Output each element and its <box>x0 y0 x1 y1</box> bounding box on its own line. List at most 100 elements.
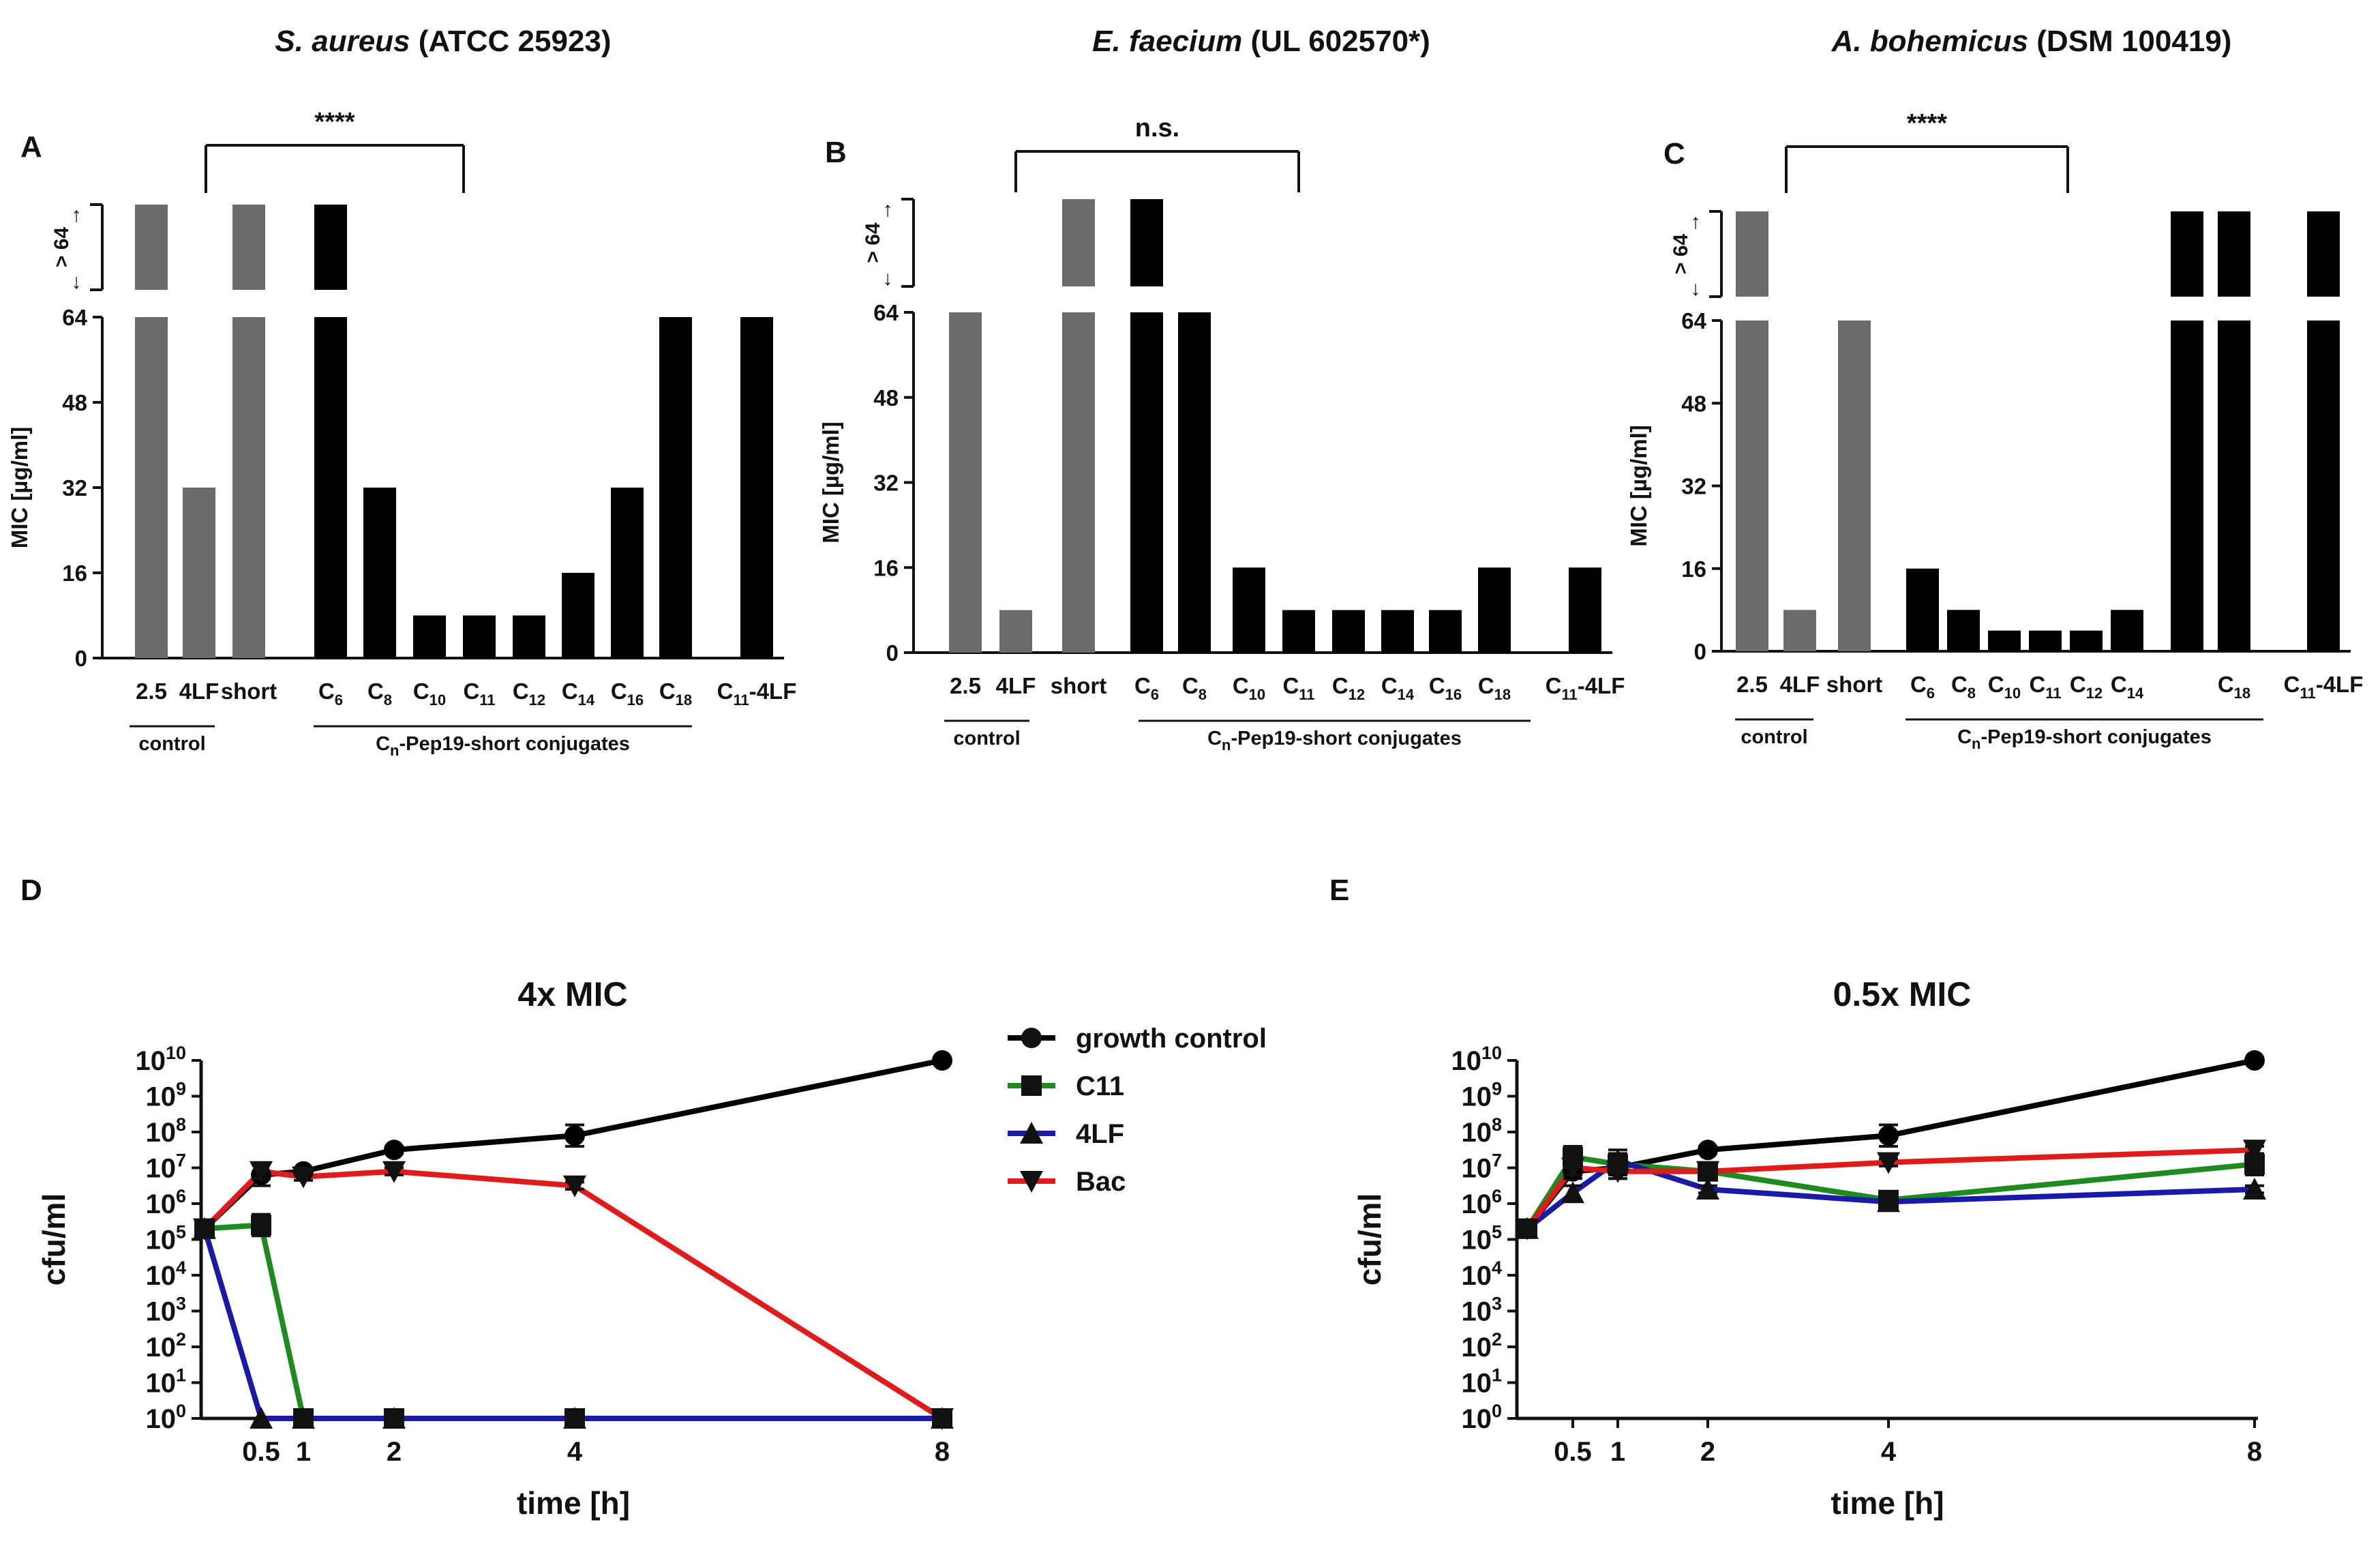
x-tick-label: C12 <box>513 679 545 709</box>
gt64-label: > 64 <box>862 222 884 263</box>
y-tick-label: 105 <box>145 1222 186 1255</box>
bar-2.5-lower <box>135 317 168 658</box>
y-tick-label: 101 <box>1461 1365 1502 1399</box>
x-tick-label: 0.5 <box>1554 1437 1592 1467</box>
x-tick-label: C11 <box>1282 673 1314 703</box>
bar-C11-4LF-lower <box>2307 321 2340 651</box>
point-bac <box>1516 1218 1539 1240</box>
bar-4LF <box>999 610 1032 653</box>
timekill-panel-e: E0.5x MIC1001011021031041051061071081091… <box>1329 874 2266 1521</box>
y-tick-label: 48 <box>62 390 87 415</box>
panel-letter: B <box>825 136 847 169</box>
bar-blank-upper <box>2171 211 2203 297</box>
y-tick-label: 107 <box>1461 1150 1502 1184</box>
series-line-c11 <box>204 1222 942 1421</box>
panel-letter: C <box>1663 137 1685 170</box>
point-bac <box>382 1161 406 1183</box>
y-tick-label: 0 <box>886 640 899 666</box>
bar-blank-lower <box>2171 321 2203 651</box>
y-tick-label: 1010 <box>1451 1043 1502 1076</box>
x-tick-label: C10 <box>413 679 446 709</box>
point-4lf <box>1561 1181 1584 1204</box>
panel-letter: D <box>20 874 42 907</box>
x-tick-label: 2.5 <box>136 679 167 704</box>
x-tick-label: 4LF <box>179 679 220 704</box>
point-4lf <box>1696 1178 1719 1200</box>
bar-2.5-lower <box>1736 321 1768 651</box>
bar-2.5-upper <box>135 205 168 290</box>
x-tick-label: C10 <box>1233 673 1265 703</box>
series-line-4lf <box>202 1227 942 1421</box>
legend-marker <box>1021 1028 1042 1048</box>
point-growth-control <box>1698 1140 1718 1161</box>
bar-C6-upper <box>314 205 347 290</box>
x-tick-label: C11 <box>463 679 495 709</box>
bar-C10 <box>1233 567 1265 653</box>
panel-title: E. faecium (UL 602570*) <box>1092 25 1430 58</box>
legend-marker <box>1020 1122 1043 1144</box>
x-tick-label: C16 <box>611 679 644 709</box>
y-tick-label: 103 <box>145 1294 186 1327</box>
y-axis-label: cfu/ml <box>1352 1193 1387 1285</box>
bar-short-upper <box>1062 199 1095 286</box>
up-arrow: ↑ <box>72 204 82 226</box>
point-growth-control <box>932 1050 952 1071</box>
y-tick-label: 1010 <box>135 1043 186 1076</box>
point-bac <box>193 1218 216 1240</box>
legend-marker <box>1021 1075 1042 1096</box>
bar-C11-4LF-upper <box>2307 211 2340 297</box>
bar-4LF <box>183 488 215 658</box>
y-tick-label: 106 <box>1461 1186 1502 1219</box>
timekill-panel-d: D 4x MIC 100101102103104105106107108109101… <box>20 874 954 1521</box>
x-axis-label: time [h] <box>1831 1485 1944 1521</box>
point-bac <box>2243 1140 2266 1162</box>
bar-C6-upper <box>1130 199 1163 286</box>
bar-C14 <box>562 573 594 658</box>
y-tick-label: 102 <box>145 1329 186 1363</box>
y-tick-label: 32 <box>1681 474 1706 499</box>
y-tick-label: 16 <box>873 555 899 580</box>
significance-label: **** <box>1907 109 1947 138</box>
point-4lf <box>2243 1178 2266 1200</box>
bar-C11 <box>463 615 496 658</box>
bar-C6 <box>1906 568 1939 651</box>
x-tick-label: C6 <box>1134 673 1159 703</box>
y-tick-label: 64 <box>62 305 87 330</box>
bar-C16 <box>611 488 644 658</box>
point-4lf <box>292 1407 315 1429</box>
y-tick-label: 108 <box>1461 1114 1502 1148</box>
y-tick-label: 48 <box>873 385 899 411</box>
x-tick-label: C16 <box>1429 673 1462 703</box>
bar-C18-upper <box>2218 211 2250 297</box>
panel-title: S. aureus (ATCC 25923) <box>275 25 611 58</box>
x-tick-label: C8 <box>1951 672 1976 702</box>
bar-C18 <box>1478 567 1511 653</box>
x-tick-label: C14 <box>2111 672 2144 702</box>
x-tick-label: C8 <box>367 679 392 709</box>
y-tick-label: 32 <box>62 475 87 501</box>
bar-C11 <box>2029 630 2062 651</box>
significance-label: n.s. <box>1135 114 1179 143</box>
x-tick-label: 4LF <box>996 673 1036 698</box>
mic-panel-c: A. bohemicus (DSM 100419) C > 64↑ ↓ 0 16 32 48 6… <box>1626 25 2363 752</box>
x-tick-label: C18 <box>2218 672 2250 702</box>
panel-title: A. bohemicus (DSM 100419) <box>1831 25 2232 58</box>
point-4lf <box>1877 1190 1900 1212</box>
point-bac <box>250 1161 273 1183</box>
x-tick-label: C6 <box>318 679 343 709</box>
bar-C11-4LF <box>1569 567 1601 653</box>
bar-short <box>1838 321 1871 651</box>
y-tick-label: 100 <box>145 1401 186 1434</box>
y-tick-label: 16 <box>1681 556 1706 582</box>
panel-letter: A <box>20 130 42 164</box>
y-tick-label: 109 <box>145 1079 186 1112</box>
down-arrow: ↓ <box>72 271 82 293</box>
y-tick-label: 64 <box>1681 308 1706 333</box>
conjugates-label: Cn-Pep19-short conjugates <box>1957 726 2212 752</box>
bar-C16 <box>1429 610 1462 653</box>
point-growth-control <box>564 1125 585 1146</box>
mic-panel-a: S. aureus (ATCC 25923) A > 64↑ ↓ 0 16 32 48 64 MI… <box>7 25 796 759</box>
bar-4LF <box>1783 610 1816 651</box>
point-bac <box>563 1175 586 1197</box>
bar-2.5 <box>949 312 982 653</box>
